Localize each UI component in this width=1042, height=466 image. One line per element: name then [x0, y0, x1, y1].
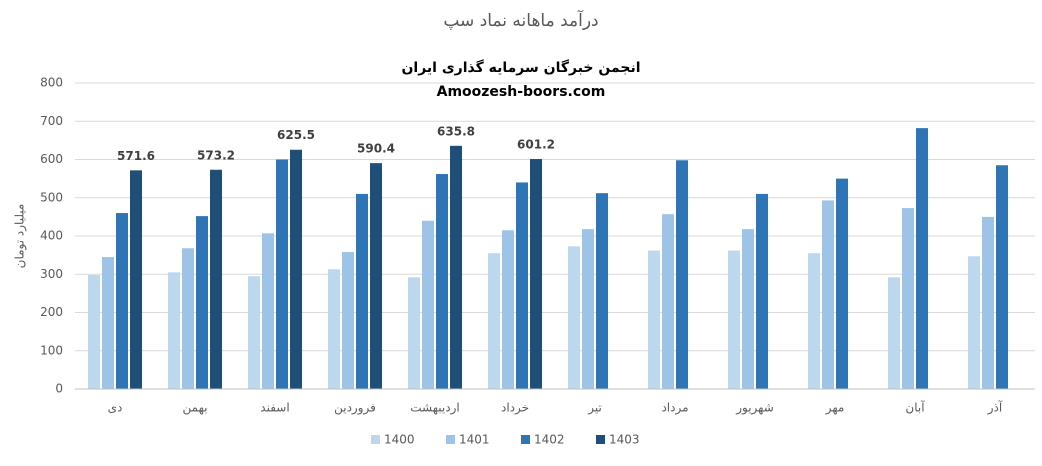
legend-swatch — [371, 435, 380, 444]
bar — [88, 275, 100, 389]
bar — [262, 233, 274, 389]
legend-label: 1401 — [459, 433, 490, 447]
x-tick-label: مهر — [825, 401, 845, 416]
x-tick-label: دی — [108, 401, 123, 415]
bar — [888, 277, 900, 389]
x-tick-label: تیر — [587, 401, 602, 416]
bar — [596, 193, 608, 389]
value-label: 590.4 — [357, 142, 395, 156]
legend-label: 1402 — [534, 433, 565, 447]
bar — [996, 165, 1008, 389]
bar — [968, 256, 980, 389]
bar — [370, 163, 382, 389]
legend-label: 1403 — [609, 433, 640, 447]
bar — [582, 229, 594, 389]
bar — [196, 216, 208, 389]
x-tick-label: بهمن — [183, 401, 208, 416]
x-tick-label: مرداد — [661, 401, 688, 416]
bar — [488, 253, 500, 389]
bar — [982, 216, 994, 389]
bar — [210, 169, 222, 389]
y-tick-label: 100 — [40, 343, 63, 357]
x-tick-label: فروردین — [334, 401, 376, 416]
bar — [902, 208, 914, 389]
bar — [502, 230, 514, 389]
legend-swatch — [446, 435, 455, 444]
bar — [328, 269, 340, 389]
x-tick-label: اردیبهشت — [410, 401, 459, 416]
value-label: 601.2 — [517, 138, 555, 152]
bar — [182, 248, 194, 389]
bar — [516, 182, 528, 389]
x-tick-label: آبان — [905, 400, 925, 415]
bar — [916, 128, 928, 389]
bar — [662, 214, 674, 389]
bar — [356, 193, 368, 389]
x-tick-label: آذر — [987, 400, 1003, 416]
y-tick-label: 800 — [40, 76, 63, 90]
y-tick-label: 0 — [55, 382, 63, 396]
legend-swatch — [596, 435, 605, 444]
bar — [436, 174, 448, 389]
y-tick-label: 300 — [40, 267, 63, 281]
bar — [756, 193, 768, 389]
bar — [822, 200, 834, 389]
bar — [168, 272, 180, 389]
chart-title: درآمد ماهانه نماد سپ — [443, 9, 598, 31]
bar — [742, 229, 754, 389]
x-tick-label: شهریور — [735, 401, 774, 416]
bar — [116, 213, 128, 389]
bar — [808, 253, 820, 389]
x-tick-label: اسفند — [260, 401, 289, 415]
bar — [276, 159, 288, 389]
bar — [102, 257, 114, 389]
bar — [648, 250, 660, 389]
y-tick-label: 600 — [40, 152, 63, 166]
bar — [422, 220, 434, 389]
value-label: 625.5 — [277, 128, 315, 142]
y-tick-label: 400 — [40, 229, 63, 243]
bar — [836, 178, 848, 389]
value-label: 635.8 — [437, 124, 475, 138]
chart-subtitle: Amoozesh-boors.com — [437, 84, 606, 100]
legend-swatch — [521, 435, 530, 444]
y-tick-label: 700 — [40, 114, 63, 128]
bar — [450, 145, 462, 389]
x-tick-label: خرداد — [501, 401, 529, 416]
bar — [408, 277, 420, 389]
bar — [728, 250, 740, 389]
value-label: 571.6 — [117, 149, 155, 163]
bar — [290, 149, 302, 389]
y-tick-label: 500 — [40, 190, 63, 204]
bar — [530, 159, 542, 389]
bar — [342, 252, 354, 389]
bar — [676, 160, 688, 389]
bar — [130, 170, 142, 389]
bar — [248, 276, 260, 389]
legend-label: 1400 — [384, 433, 415, 447]
y-axis-label: میلیارد تومان — [13, 204, 28, 269]
y-tick-label: 200 — [40, 305, 63, 319]
bar — [568, 246, 580, 389]
value-label: 573.2 — [197, 148, 235, 162]
chart-subtitle: انجمن خبرگان سرمایه گذاری ایران — [401, 59, 640, 76]
